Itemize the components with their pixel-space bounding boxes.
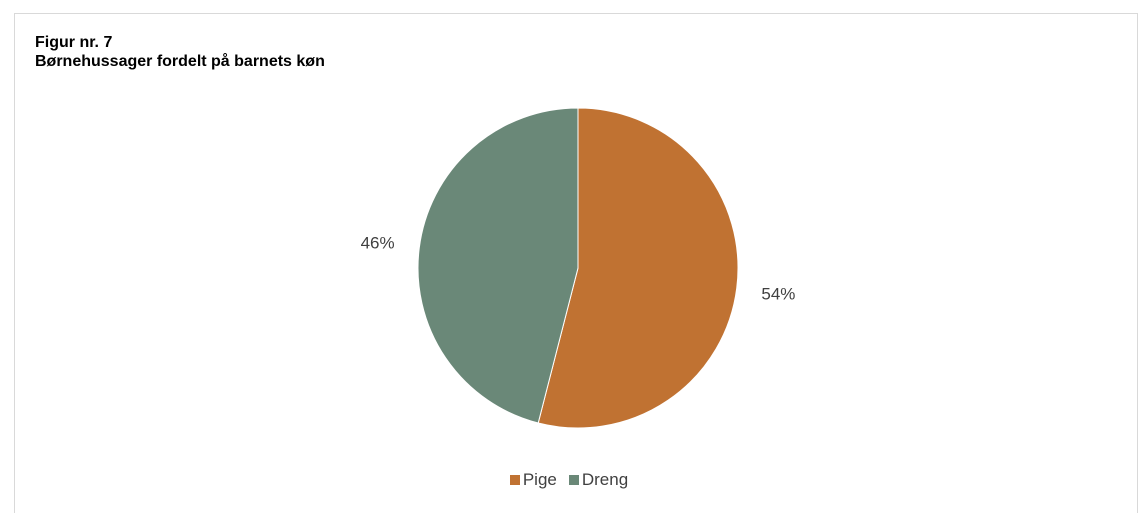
legend-label-dreng: Dreng: [581, 470, 629, 489]
pie-slice-dreng: [417, 107, 579, 424]
data-label-pige: 54%: [761, 284, 795, 303]
legend-swatch-dreng: [568, 475, 579, 485]
chart-legend: Pige Dreng: [0, 470, 1138, 490]
chart-subtitle: Børnehussager fordelt på barnets køn: [35, 53, 325, 70]
legend-label-pige: Pige: [522, 470, 557, 489]
data-label-dreng: 46%: [361, 234, 395, 253]
pie-slice-pige: [537, 107, 739, 429]
legend-item-pige: Pige: [509, 470, 557, 490]
legend-swatch-pige: [509, 475, 520, 485]
chart-title: Figur nr. 7: [35, 34, 113, 51]
pie-data-labels: 54% 46%: [361, 234, 796, 304]
legend-item-dreng: Dreng: [568, 470, 629, 490]
pie-slices: [417, 107, 739, 429]
chart-title-block: Figur nr. 7 Børnehussager fordelt på bar…: [35, 33, 325, 71]
